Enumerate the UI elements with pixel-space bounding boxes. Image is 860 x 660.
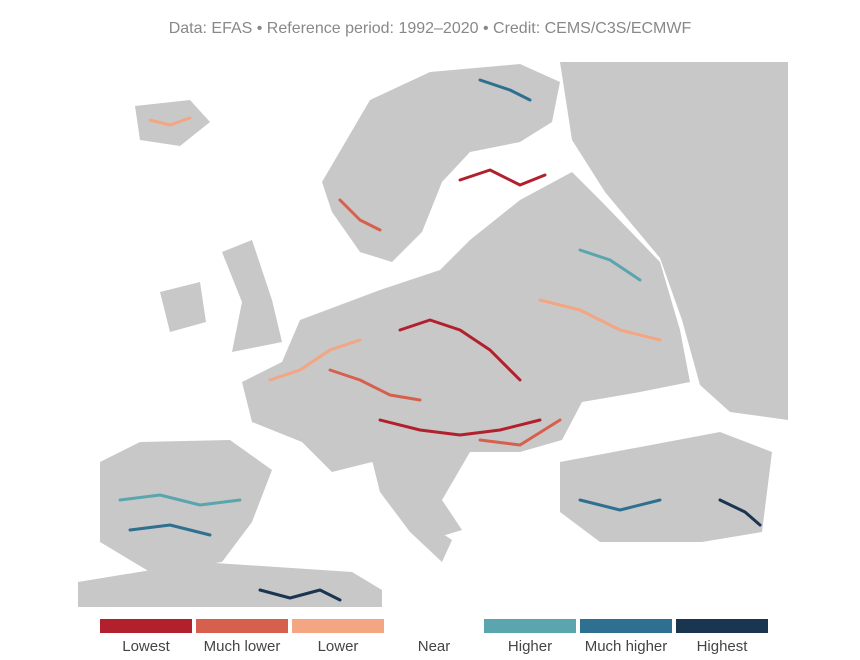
- river: [538, 298, 662, 342]
- credit-line: Data: EFAS • Reference period: 1992–2020…: [169, 20, 692, 37]
- river: [578, 248, 642, 282]
- river: [268, 338, 362, 382]
- legend-swatch: [196, 619, 288, 633]
- river: [478, 418, 562, 447]
- river: [398, 318, 522, 382]
- russia-land: [560, 62, 788, 420]
- legend-label: Highest: [697, 638, 749, 655]
- legend-label: Lowest: [122, 638, 170, 655]
- africa-land: [78, 562, 382, 607]
- rivers: [118, 78, 762, 602]
- river: [718, 498, 762, 527]
- iberia-land: [100, 440, 272, 572]
- legend-swatch: [676, 619, 768, 633]
- river: [148, 116, 192, 127]
- legend-swatch: [292, 619, 384, 633]
- river: [578, 498, 662, 512]
- river: [258, 588, 342, 602]
- ireland-land: [160, 282, 206, 332]
- legend-swatch: [484, 619, 576, 633]
- map: [78, 62, 788, 607]
- legend-label: Much higher: [585, 638, 668, 655]
- river: [478, 78, 532, 102]
- italy-land: [370, 452, 452, 562]
- river: [338, 198, 382, 232]
- river: [118, 493, 242, 507]
- turkey-land: [560, 432, 772, 542]
- britain-land: [222, 240, 282, 352]
- legend-swatch: [100, 619, 192, 633]
- legend-swatch: [580, 619, 672, 633]
- river: [378, 418, 542, 437]
- river: [128, 523, 212, 537]
- legend-label: Lower: [318, 638, 359, 655]
- legend: Lowest Much lower Lower Near Higher Much high…: [100, 619, 768, 655]
- river: [458, 168, 547, 187]
- legend-label: Near: [418, 638, 451, 655]
- legend-label: Much lower: [204, 638, 281, 655]
- scandinavia-land: [322, 64, 560, 262]
- mainland-land: [242, 172, 690, 542]
- river: [328, 368, 422, 402]
- legend-label: Higher: [508, 638, 552, 655]
